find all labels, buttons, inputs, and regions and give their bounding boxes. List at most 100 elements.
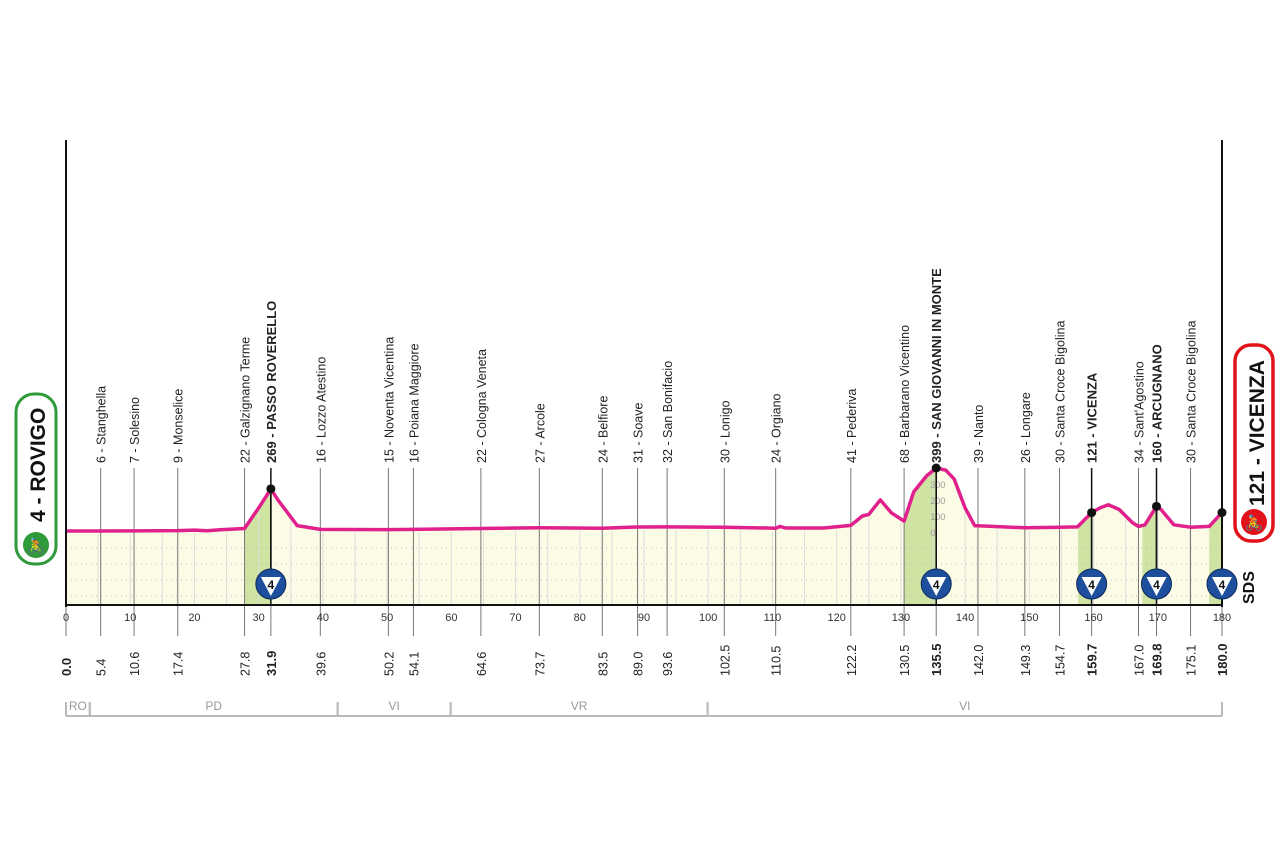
start-label: 4 - ROVIGO (27, 408, 50, 522)
waypoint-label: 24 - Belfiore (596, 396, 610, 463)
kom-category-label: 4 (268, 578, 275, 592)
waypoint-label: 34 - Sant'Agostino (1133, 361, 1147, 463)
km-label: 50.2 (382, 652, 396, 676)
svg-text:🚴: 🚴 (1245, 514, 1264, 532)
km-label: 17.4 (172, 652, 186, 676)
x-tick-label: 50 (381, 612, 393, 624)
waypoint-label: 16 - Poiana Maggiore (407, 343, 421, 463)
km-label: 175.1 (1185, 645, 1199, 676)
x-tick-label: 40 (317, 612, 329, 624)
elevation-tick-label: 300 (930, 480, 945, 490)
x-tick-label: 120 (827, 612, 845, 624)
region-label: PD (205, 699, 222, 713)
x-tick-label: 70 (509, 612, 521, 624)
kom-triangle-icon (1212, 577, 1232, 596)
waypoint-label: 30 - Lonigo (718, 400, 732, 463)
km-label: 93.6 (661, 652, 675, 676)
waypoint-label: 68 - Barbarano Vicentino (898, 325, 912, 463)
waypoint-label: 15 - Noventa Vicentina (382, 337, 396, 463)
x-tick-label: 90 (638, 612, 650, 624)
km-label: 89.0 (632, 652, 646, 676)
elevation-tick-label: 0 (930, 528, 935, 538)
region-bar: RO PD VI VR VI (65, 699, 1223, 717)
kom-triangle-icon (1146, 577, 1167, 596)
waypoint-label: 269 - PASSO ROVERELLO (264, 301, 279, 463)
waypoint-label: 31 - Soave (632, 402, 646, 463)
km-label: 167.0 (1133, 645, 1147, 676)
x-tick-label: 180 (1213, 612, 1231, 624)
x-tick-label: 60 (445, 612, 457, 624)
km-label: 64.6 (475, 652, 489, 676)
kom-summit-dot (266, 484, 276, 494)
grid: 0 100 200 300 (66, 473, 1222, 605)
kom-triangle-icon (926, 577, 947, 596)
sds-logo: SDS (1241, 571, 1258, 604)
waypoint-label: 39 - Nanto (972, 405, 986, 463)
km-label: 159.7 (1085, 643, 1100, 676)
km-label: 142.0 (972, 645, 986, 676)
elevation-tick-label: 100 (930, 512, 945, 522)
finish-badge: 121 - VICENZA 🚴 (1233, 343, 1275, 543)
km-label: 130.5 (898, 645, 912, 676)
km-label: 5.4 (95, 659, 109, 676)
kom-summit-dot (1087, 508, 1097, 518)
x-tick-label: 170 (1149, 612, 1167, 624)
km-label: 31.9 (264, 651, 279, 676)
kom-summit-dot (931, 463, 941, 473)
waypoint-label: 9 - Monselice (172, 389, 186, 463)
svg-text:🚴: 🚴 (27, 537, 46, 555)
region-label: VI (959, 699, 970, 713)
x-tick-label: 100 (699, 612, 717, 624)
waypoint-label: 32 - San Bonifacio (661, 361, 675, 463)
km-label: 73.7 (533, 652, 547, 676)
x-tick-label: 10 (124, 612, 136, 624)
kom-category-label: 4 (933, 578, 940, 592)
x-tick-label: 110 (764, 612, 782, 624)
kom-category-label: 4 (1153, 578, 1160, 592)
waypoint-label: 160 - ARCUGNANO (1149, 344, 1164, 463)
kom-triangle-icon (260, 577, 281, 596)
km-label: 54.1 (407, 652, 421, 676)
x-axis: 0 10 20 30 40 50 60 70 80 90 100 110 120 130 140 150 160… (63, 140, 1231, 624)
finish-label: 121 - VICENZA (1246, 360, 1269, 506)
kom-markers: 4 4 4 4 4 (255, 463, 1238, 600)
waypoint-label: 16 - Lozzo Atestino (314, 357, 328, 463)
kom-category-label: 4 (1088, 578, 1095, 592)
km-label: 135.5 (929, 643, 944, 676)
waypoint-label: 41 - Pederiva (845, 389, 859, 463)
waypoint-label: 7 - Solesino (128, 397, 142, 463)
km-label: 110.5 (770, 646, 784, 676)
x-tick-label: 30 (253, 612, 265, 624)
waypoint-label: 22 - Galzignano Terme (239, 337, 253, 463)
region-label: VI (389, 699, 400, 713)
waypoint-labels: 0.0 6 - Stanghella 5.4 7 - Solesino 10.6 9 - … (59, 268, 1230, 676)
waypoint-label: 26 - Longare (1019, 392, 1033, 463)
waypoint-label: 27 - Arcole (533, 403, 547, 463)
km-label: 39.6 (314, 652, 328, 676)
kom-summit-dot (1151, 501, 1161, 511)
profile-line (66, 466, 1224, 533)
km-label: 122.2 (845, 645, 859, 676)
waypoint-label: 30 - Santa Croce Bigolina (1054, 321, 1068, 463)
bike-icon (1241, 509, 1267, 535)
km-label: 10.6 (128, 652, 142, 676)
km-label: 102.5 (718, 645, 732, 676)
km-label: 149.3 (1019, 645, 1033, 676)
km-label: 154.7 (1054, 645, 1068, 676)
x-tick-label: 0 (63, 612, 69, 624)
waypoint-label: 24 - Orgiano (770, 393, 784, 463)
x-tick-label: 140 (956, 612, 974, 624)
x-tick-label: 160 (1084, 612, 1102, 624)
waypoint-label: 30 - Santa Croce Bigolina (1185, 321, 1199, 463)
x-tick-label: 20 (188, 612, 200, 624)
region-label: RO (69, 699, 87, 713)
km-label: 83.5 (596, 652, 610, 676)
elevation-tick-label: 200 (930, 496, 945, 506)
km-label: 169.8 (1149, 643, 1164, 676)
waypoint-label: 22 - Cologna Veneta (475, 349, 489, 463)
x-tick-label: 80 (574, 612, 586, 624)
kom-summit-dot (1217, 508, 1227, 518)
waypoint-label: 399 - SAN GIOVANNI IN MONTE (929, 268, 944, 463)
kom-triangle-icon (1081, 577, 1102, 596)
